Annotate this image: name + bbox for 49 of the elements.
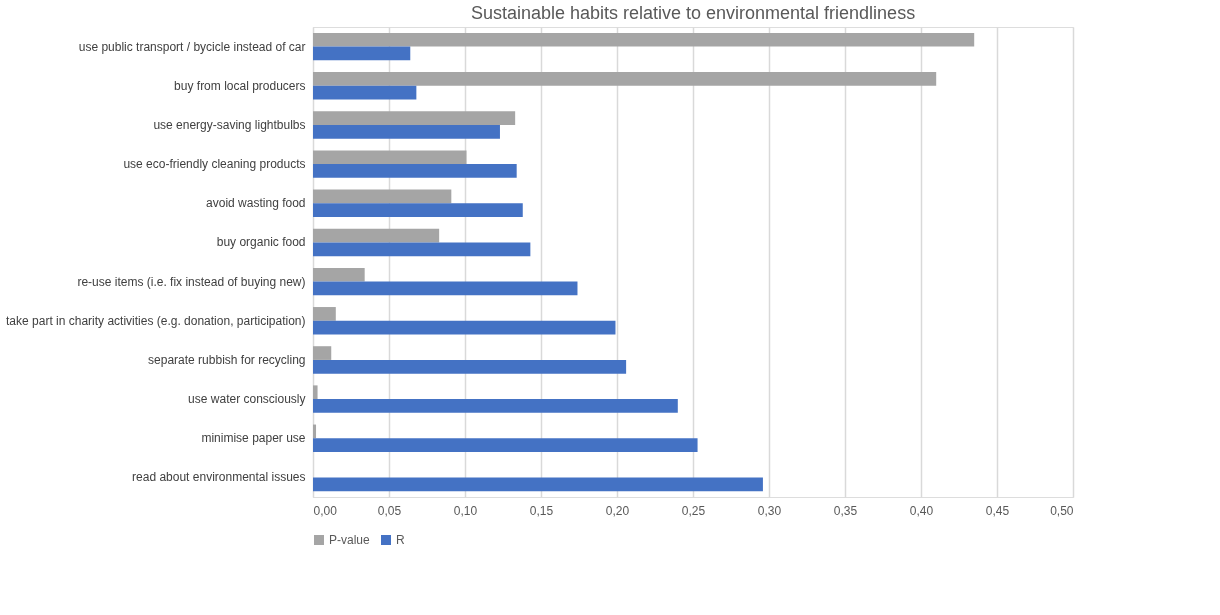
bar bbox=[313, 111, 516, 125]
chart-title: Sustainable habits relative to environmental friendliness bbox=[470, 3, 916, 23]
y-tick-label: read about environmental issues bbox=[132, 470, 306, 485]
bar bbox=[313, 267, 365, 282]
y-tick-label: take part in charity activities (e.g. donation, participation) bbox=[6, 313, 306, 328]
x-tick-label: 0,15 bbox=[529, 503, 554, 518]
y-tick-label: separate rubbish for recycling bbox=[148, 352, 306, 367]
legend-label: P-value bbox=[329, 533, 371, 547]
bar bbox=[313, 438, 698, 452]
x-tick-label: 0,40 bbox=[909, 503, 934, 518]
y-tick-label: buy from local producers bbox=[174, 78, 306, 93]
x-tick-label: 0,25 bbox=[681, 503, 706, 518]
y-tick-label: avoid wasting food bbox=[206, 196, 306, 211]
x-tick-label: 0,00 bbox=[313, 503, 338, 518]
bar bbox=[313, 242, 531, 257]
x-tick-label: 0,20 bbox=[605, 503, 630, 518]
bar bbox=[313, 124, 500, 139]
bar bbox=[313, 320, 616, 335]
bar bbox=[313, 477, 763, 492]
x-tick-label: 0,30 bbox=[757, 503, 782, 518]
x-tick-label: 0,10 bbox=[453, 503, 478, 518]
y-tick-label: re-use items (i.e. fix instead of buying new) bbox=[77, 274, 306, 289]
bar bbox=[313, 164, 517, 178]
bar bbox=[313, 150, 467, 165]
bar bbox=[313, 203, 523, 217]
x-tick-label: 0,45 bbox=[985, 503, 1010, 518]
bar bbox=[313, 85, 417, 100]
bar bbox=[313, 189, 452, 204]
y-tick-label: buy organic food bbox=[216, 235, 306, 250]
y-tick-label: use energy-saving lightbulbs bbox=[153, 117, 306, 132]
bar bbox=[313, 46, 411, 61]
bar bbox=[313, 307, 336, 321]
bar bbox=[313, 346, 332, 360]
x-tick-label: 0,50 bbox=[1050, 503, 1074, 518]
y-tick-label: use public transport / bycicle instead of car bbox=[78, 39, 306, 54]
legend-label: R bbox=[396, 533, 405, 547]
bar bbox=[313, 32, 975, 47]
y-tick-label: use eco-friendly cleaning products bbox=[123, 157, 306, 172]
bar bbox=[313, 72, 937, 86]
x-tick-label: 0,35 bbox=[833, 503, 858, 518]
bar bbox=[313, 359, 627, 374]
bar bbox=[313, 424, 317, 439]
y-tick-label: use water consciously bbox=[188, 392, 306, 407]
bar bbox=[313, 399, 678, 413]
bar bbox=[313, 281, 578, 296]
bar bbox=[313, 385, 318, 400]
y-tick-label: minimise paper use bbox=[201, 431, 306, 446]
bar bbox=[313, 228, 440, 243]
x-tick-label: 0,05 bbox=[377, 503, 402, 518]
